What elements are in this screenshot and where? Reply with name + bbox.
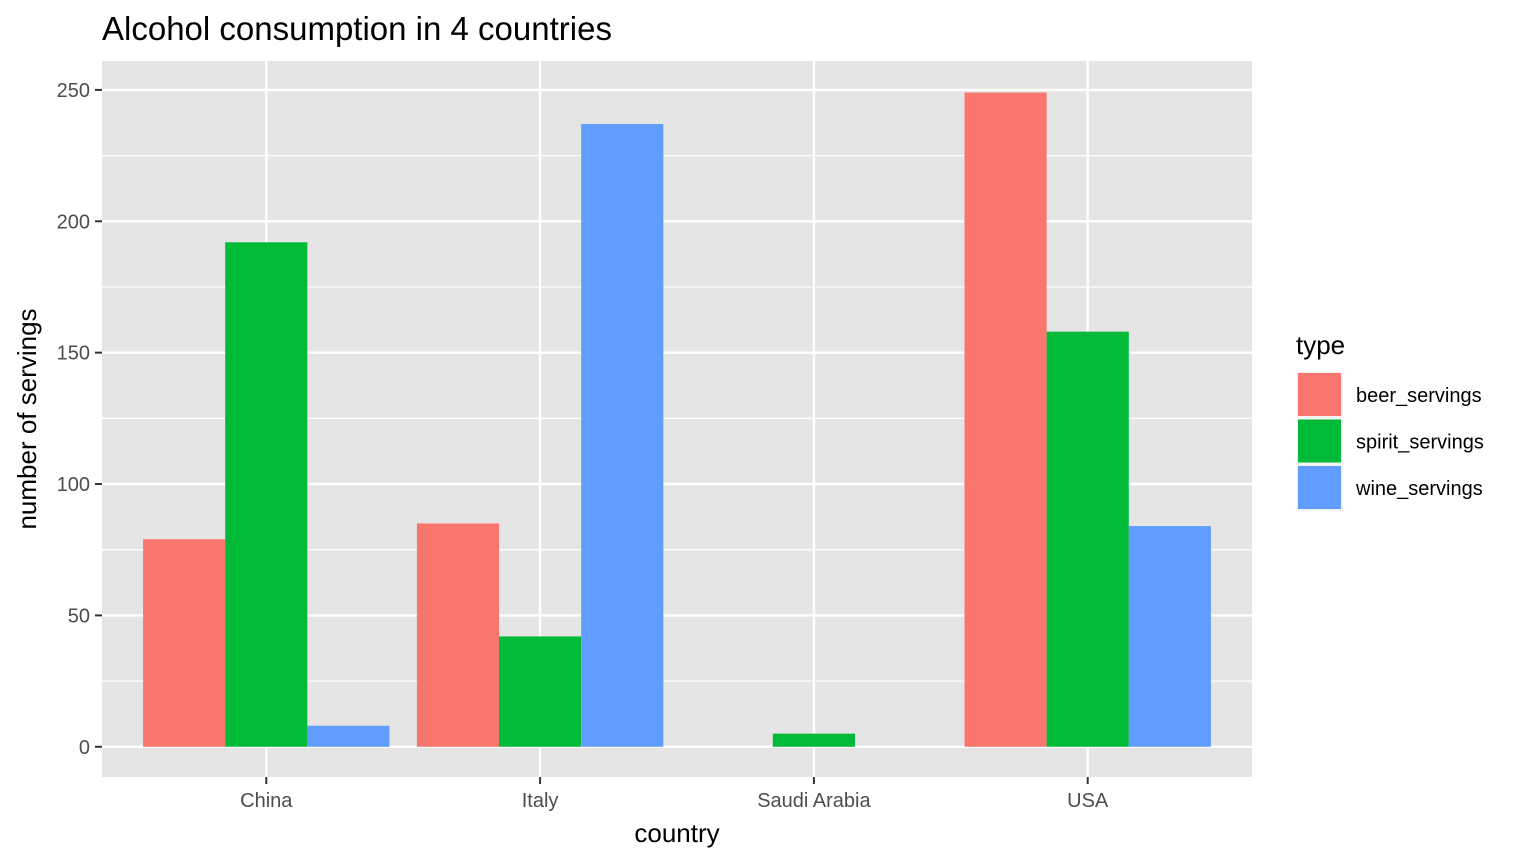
legend-label-wine_servings: wine_servings <box>1355 478 1483 500</box>
x-tick-label: China <box>240 790 293 812</box>
x-tick-label: Italy <box>522 790 559 812</box>
y-tick-label: 100 <box>57 474 90 496</box>
legend: type beer_servings spirit_servings wine_se… <box>1296 330 1484 511</box>
legend-swatch-spirit_servings <box>1298 419 1341 463</box>
y-axis: 0 50 100 150 200 250 <box>57 80 102 759</box>
legend-swatch-beer_servings <box>1298 373 1341 416</box>
bar-wine_servings-china <box>307 725 390 747</box>
y-tick-label: 150 <box>57 343 90 365</box>
chart-title: Alcohol consumption in 4 countries <box>102 10 612 47</box>
legend-label-beer_servings: beer_servings <box>1356 385 1482 407</box>
x-axis-title: country <box>634 818 719 848</box>
y-axis-title: number of servings <box>12 308 42 529</box>
legend-swatch-wine_servings <box>1298 466 1341 509</box>
legend-title: type <box>1296 330 1345 360</box>
y-tick-label: 200 <box>57 211 90 233</box>
bar-spirit_servings-saudi-arabia <box>772 733 855 747</box>
y-tick-label: 0 <box>79 737 90 759</box>
bar-wine_servings-italy <box>581 124 664 747</box>
legend-label-spirit_servings: spirit_servings <box>1356 432 1484 454</box>
bar-beer_servings-usa <box>964 92 1047 747</box>
bar-spirit_servings-usa <box>1046 331 1129 747</box>
bar-beer_servings-china <box>143 539 226 747</box>
bar-spirit_servings-italy <box>499 636 582 747</box>
x-axis: China Italy Saudi Arabia USA <box>240 777 1109 812</box>
x-tick-label: Saudi Arabia <box>757 790 871 812</box>
legend-items: beer_servings spirit_servings wine_serving… <box>1297 372 1484 511</box>
bars <box>143 92 1211 747</box>
bar-spirit_servings-china <box>225 242 308 747</box>
bar-beer_servings-italy <box>416 523 500 747</box>
x-tick-label: USA <box>1067 790 1109 812</box>
bar-wine_servings-usa <box>1128 526 1211 747</box>
y-tick-label: 250 <box>57 80 90 102</box>
y-tick-label: 50 <box>68 605 90 627</box>
